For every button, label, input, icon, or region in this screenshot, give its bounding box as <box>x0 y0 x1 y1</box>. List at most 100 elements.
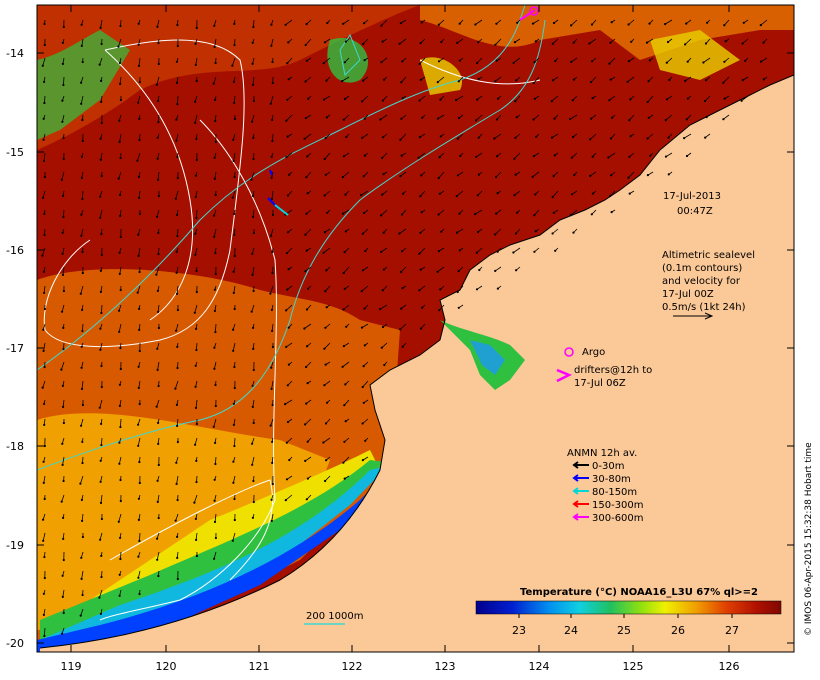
velocity-arrow-head <box>531 175 534 178</box>
velocity-arrow <box>515 95 521 102</box>
velocity-arrow-head <box>569 118 572 121</box>
colorbar-tick-27: 27 <box>725 624 739 637</box>
velocity-arrow-head <box>418 289 421 292</box>
velocity-arrow-head <box>119 82 122 85</box>
velocity-arrow-head <box>119 499 122 503</box>
velocity-arrow-head <box>80 102 83 105</box>
velocity-arrow-head <box>195 137 198 141</box>
velocity-arrow-head <box>420 211 423 214</box>
velocity-arrow-head <box>285 441 288 444</box>
velocity-arrow <box>100 342 103 350</box>
velocity-arrow-head <box>194 195 197 198</box>
velocity-arrow-head <box>176 234 179 238</box>
velocity-arrow <box>664 19 673 25</box>
velocity-arrow-head <box>138 117 141 120</box>
sst-north-green <box>37 30 130 140</box>
velocity-arrow <box>628 19 635 25</box>
colorbar-tick-23: 23 <box>512 624 526 637</box>
velocity-arrow-head <box>137 254 140 257</box>
velocity-arrow-head <box>119 478 122 482</box>
velocity-arrow <box>101 304 103 314</box>
velocity-arrow-head <box>233 101 236 104</box>
sst-green-band <box>40 460 385 645</box>
velocity-arrow <box>495 38 502 45</box>
lat-label-20: -20 <box>6 637 24 650</box>
velocity-arrow-head <box>286 288 289 291</box>
velocity-arrow-head <box>381 193 384 196</box>
velocity-arrow-head <box>742 21 745 24</box>
velocity-arrow-head <box>41 64 44 67</box>
velocity-arrow-head <box>214 441 217 444</box>
velocity-arrow-head <box>119 235 122 239</box>
velocity-arrow <box>62 114 65 122</box>
velocity-arrow-head <box>436 117 440 120</box>
velocity-arrow <box>80 95 84 104</box>
velocity-arrow-head <box>194 385 197 388</box>
velocity-arrow-head <box>400 307 403 310</box>
velocity-arrow-head <box>155 405 158 408</box>
velocity-arrow-head <box>361 136 364 139</box>
velocity-arrow-head <box>137 555 140 558</box>
colorbar-tick-26: 26 <box>671 624 685 637</box>
velocity-arrow-head <box>137 423 140 426</box>
velocity-arrow <box>138 380 141 388</box>
velocity-arrow <box>381 342 388 348</box>
velocity-arrow <box>214 361 217 369</box>
velocity-arrow-head <box>231 64 234 67</box>
velocity-arrow-head <box>609 137 613 140</box>
velocity-arrow-head <box>704 136 707 139</box>
velocity-arrow-head <box>666 40 670 44</box>
velocity-arrow-head <box>477 41 480 44</box>
velocity-arrow-head <box>156 347 159 350</box>
velocity-arrow-head <box>233 365 236 369</box>
velocity-arrow <box>286 247 293 254</box>
velocity-arrow <box>156 76 160 85</box>
velocity-arrow <box>342 209 350 214</box>
velocity-arrow-head <box>287 268 290 271</box>
velocity-arrow-head <box>195 348 198 352</box>
velocity-arrow <box>251 114 255 122</box>
velocity-arrow <box>44 627 46 637</box>
velocity-arrow-head <box>363 344 366 347</box>
velocity-arrow-head <box>645 41 649 44</box>
velocity-arrow-head <box>516 211 519 214</box>
velocity-arrow-head <box>288 458 291 462</box>
velocity-arrow-head <box>174 519 177 522</box>
velocity-arrow-head <box>269 424 272 427</box>
velocity-arrow-head <box>438 192 441 195</box>
velocity-arrow-head <box>80 424 83 427</box>
velocity-arrow-head <box>213 499 216 502</box>
velocity-arrow-head <box>138 212 141 216</box>
velocity-arrow-head <box>119 214 122 217</box>
velocity-arrow-head <box>572 78 576 81</box>
velocity-arrow-head <box>119 557 122 561</box>
velocity-arrow <box>666 57 673 63</box>
velocity-arrow-head <box>287 41 290 44</box>
velocity-arrow <box>80 475 84 484</box>
velocity-arrow-head <box>668 78 671 82</box>
velocity-arrow-head <box>440 230 443 233</box>
velocity-arrow <box>456 228 464 233</box>
velocity-arrow <box>360 190 369 196</box>
velocity-arrow-head <box>119 156 122 160</box>
velocity-arrow-head <box>233 233 236 236</box>
velocity-arrow-head <box>534 193 537 196</box>
argo-legend-label: Argo <box>582 347 605 358</box>
velocity-arrow-head <box>533 214 536 217</box>
velocity-arrow <box>514 190 521 196</box>
velocity-arrow-head <box>590 213 593 216</box>
velocity-arrow-head <box>401 60 404 63</box>
velocity-arrow <box>647 95 654 103</box>
velocity-arrow-head <box>252 289 255 293</box>
velocity-arrow-head <box>686 97 690 100</box>
velocity-arrow-head <box>214 61 217 65</box>
velocity-arrow-head <box>664 119 667 122</box>
velocity-arrow-head <box>362 79 365 82</box>
velocity-arrow <box>381 152 388 159</box>
velocity-arrow <box>137 152 141 161</box>
velocity-arrow <box>138 570 141 578</box>
velocity-arrow <box>232 190 236 198</box>
velocity-arrow-head <box>157 442 160 445</box>
velocity-arrow <box>157 361 160 370</box>
velocity-arrow-head <box>513 41 517 44</box>
